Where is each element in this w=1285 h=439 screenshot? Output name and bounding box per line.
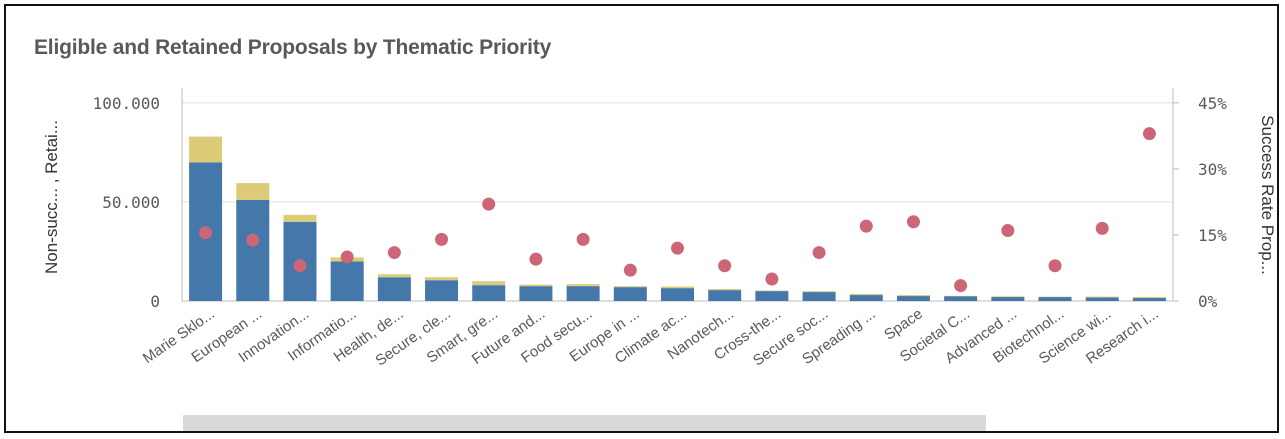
success-rate-point bbox=[387, 246, 401, 260]
bar-retained bbox=[283, 214, 317, 222]
bar-non-successful bbox=[425, 280, 459, 301]
bar-retained bbox=[1038, 296, 1072, 298]
bar-retained bbox=[566, 284, 600, 287]
bar-non-successful bbox=[661, 288, 694, 301]
bar-retained bbox=[519, 284, 553, 287]
bar-non-successful bbox=[519, 286, 553, 301]
bar-retained bbox=[896, 295, 930, 297]
bar-retained bbox=[472, 281, 506, 286]
bar-retained bbox=[944, 295, 978, 297]
bar-retained bbox=[189, 136, 223, 163]
success-rate-point bbox=[482, 197, 496, 211]
bar-retained bbox=[1132, 297, 1166, 299]
y-tick-label: 0 bbox=[150, 292, 160, 311]
bar-non-successful bbox=[708, 290, 742, 301]
y2-tick-label: 30% bbox=[1198, 160, 1227, 179]
success-rate-point bbox=[718, 259, 732, 273]
success-rate-point bbox=[1095, 221, 1109, 235]
horizontal-scrollbar[interactable] bbox=[183, 415, 986, 431]
success-rate-point bbox=[671, 241, 684, 255]
bar-non-successful bbox=[896, 296, 930, 301]
bar-non-successful bbox=[1038, 297, 1072, 301]
success-rate-point bbox=[1142, 127, 1156, 141]
success-rate-point bbox=[1001, 224, 1015, 238]
bar-non-successful bbox=[802, 292, 836, 301]
success-rate-point bbox=[1048, 259, 1062, 273]
bar-retained bbox=[1085, 296, 1119, 298]
bar-non-successful bbox=[849, 295, 883, 301]
bar-non-successful bbox=[1085, 297, 1119, 301]
success-rate-point bbox=[906, 215, 920, 229]
y2-tick-label: 0% bbox=[1198, 292, 1218, 311]
y-axis-title: Non-succ... , Retai... bbox=[42, 120, 61, 274]
success-rate-point bbox=[246, 233, 260, 247]
bar-non-successful bbox=[991, 297, 1025, 301]
bar-retained bbox=[755, 290, 789, 292]
success-rate-point bbox=[812, 246, 826, 260]
bar-non-successful bbox=[330, 261, 364, 301]
success-rate-point bbox=[623, 263, 637, 277]
y2-axis-title: Success Rate Prop... bbox=[1258, 115, 1277, 275]
bar-retained bbox=[236, 183, 270, 200]
bar-retained bbox=[613, 286, 647, 288]
y2-tick-label: 15% bbox=[1198, 226, 1227, 245]
success-rate-point bbox=[435, 232, 449, 246]
bar-non-successful bbox=[236, 199, 270, 301]
bar-non-successful bbox=[377, 277, 411, 301]
bar-non-successful bbox=[1132, 298, 1166, 301]
bar-non-successful bbox=[755, 291, 789, 301]
bar-non-successful bbox=[472, 285, 506, 301]
bar-retained bbox=[708, 289, 742, 291]
success-rate-point bbox=[199, 226, 213, 240]
success-rate-point bbox=[576, 232, 590, 246]
success-rate-point bbox=[765, 272, 779, 286]
bar-non-successful bbox=[613, 287, 647, 301]
success-rate-point bbox=[293, 259, 307, 273]
bar-retained bbox=[377, 274, 411, 278]
success-rate-point bbox=[859, 219, 873, 233]
bar-retained bbox=[802, 291, 836, 293]
chart-title: Eligible and Retained Proposals by Thema… bbox=[34, 36, 552, 59]
y2-tick-label: 45% bbox=[1198, 94, 1227, 113]
success-rate-point bbox=[529, 252, 543, 266]
bar-retained bbox=[425, 277, 459, 281]
y-tick-label: 100.000 bbox=[93, 94, 160, 113]
bar-non-successful bbox=[944, 296, 978, 301]
bar-retained bbox=[991, 296, 1025, 298]
bar-retained bbox=[661, 286, 694, 289]
bar-retained bbox=[849, 293, 883, 296]
y-tick-label: 50.000 bbox=[102, 193, 160, 212]
bar-non-successful bbox=[566, 286, 600, 301]
success-rate-point bbox=[954, 279, 968, 293]
success-rate-point bbox=[340, 250, 354, 264]
